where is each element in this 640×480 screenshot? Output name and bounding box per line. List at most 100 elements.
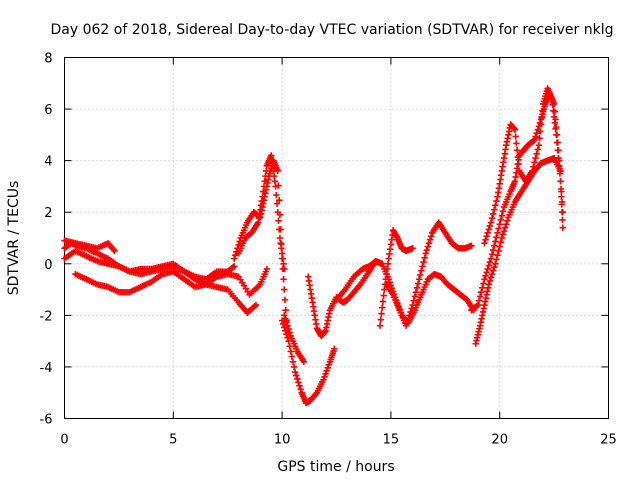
- data-point: [408, 305, 415, 312]
- data-point: [556, 170, 564, 177]
- data-point: [405, 315, 412, 322]
- data-point: [513, 140, 520, 147]
- chart-title: Day 062 of 2018, Sidereal Day-to-day VTE…: [51, 22, 614, 38]
- data-point: [281, 324, 288, 331]
- data-point: [279, 320, 287, 328]
- x-axis-label: GPS time / hours: [277, 459, 394, 475]
- data-point: [412, 288, 420, 296]
- data-point: [278, 317, 286, 324]
- data-point: [281, 286, 288, 293]
- data-point: [494, 229, 501, 237]
- data-point: [503, 221, 510, 228]
- data-point: [482, 272, 489, 280]
- data-point: [376, 322, 384, 329]
- data-point: [486, 222, 494, 230]
- data-point: [425, 239, 433, 247]
- data-point: [499, 231, 507, 238]
- data-point: [281, 296, 289, 304]
- data-point: [277, 226, 284, 233]
- data-point: [285, 325, 292, 333]
- data-point: [421, 254, 428, 261]
- data-point: [284, 334, 291, 341]
- data-point: [557, 178, 564, 185]
- data-point: [550, 113, 558, 121]
- data-point: [413, 284, 421, 292]
- data-point: [282, 327, 289, 335]
- series-track-4: [61, 237, 118, 255]
- data-point: [550, 107, 557, 114]
- data-point: [511, 126, 519, 133]
- data-point: [232, 251, 239, 259]
- data-point: [554, 147, 561, 154]
- data-point: [538, 114, 545, 121]
- data-point: [498, 234, 506, 242]
- data-point: [283, 319, 290, 326]
- data-point: [278, 240, 285, 248]
- data-point: [495, 225, 502, 232]
- data-point: [494, 251, 501, 259]
- data-point: [410, 297, 417, 304]
- data-point: [492, 260, 499, 267]
- y-tick-label: -2: [40, 309, 53, 324]
- data-point: [496, 221, 503, 228]
- data-point: [487, 274, 495, 281]
- data-point: [380, 292, 387, 299]
- data-point: [492, 238, 499, 245]
- data-point: [504, 217, 511, 225]
- data-point: [537, 121, 545, 128]
- data-point: [324, 364, 331, 371]
- y-axis-label: SDTVAR / TECUs: [6, 181, 22, 296]
- data-point: [473, 302, 481, 310]
- data-point: [414, 280, 422, 287]
- data-point: [404, 319, 411, 326]
- data-point: [322, 370, 329, 378]
- series-track-8: [305, 258, 379, 340]
- data-point: [418, 267, 425, 274]
- data-point: [111, 247, 118, 255]
- data-point: [286, 329, 293, 336]
- data-point: [493, 233, 500, 241]
- data-point: [379, 298, 387, 305]
- data-point: [427, 233, 435, 240]
- data-point: [497, 216, 504, 224]
- data-point: [417, 271, 424, 279]
- series-track-11: [383, 219, 475, 329]
- data-point: [533, 150, 540, 157]
- data-point: [419, 263, 426, 270]
- data-point: [378, 310, 385, 317]
- data-point: [278, 255, 286, 262]
- data-point: [492, 202, 499, 209]
- series-track-7: [278, 317, 338, 407]
- data-point: [280, 276, 287, 283]
- data-point: [287, 348, 295, 355]
- data-point: [488, 215, 496, 222]
- y-tick-label: -4: [40, 361, 53, 376]
- data-point: [406, 312, 413, 319]
- data-point: [290, 363, 298, 371]
- data-point: [378, 304, 386, 311]
- data-point: [409, 245, 416, 252]
- grid: [64, 57, 609, 419]
- data-point: [291, 368, 299, 376]
- data-point: [234, 245, 241, 252]
- data-point: [496, 243, 503, 250]
- data-point: [288, 353, 296, 360]
- x-tick-label: 25: [600, 433, 617, 448]
- data-point: [557, 185, 565, 193]
- data-point: [468, 242, 475, 249]
- data-point: [499, 208, 507, 215]
- data-point: [532, 133, 539, 140]
- x-tick-label: 20: [491, 433, 508, 448]
- data-point: [482, 236, 489, 243]
- data-point: [409, 301, 416, 309]
- data-point: [548, 95, 556, 102]
- data-point: [274, 167, 281, 175]
- data-point: [386, 279, 394, 286]
- data-point: [282, 307, 289, 314]
- data-point: [551, 119, 559, 127]
- data-point: [284, 322, 291, 329]
- series-track-6: [231, 157, 290, 324]
- data-point: [356, 282, 363, 289]
